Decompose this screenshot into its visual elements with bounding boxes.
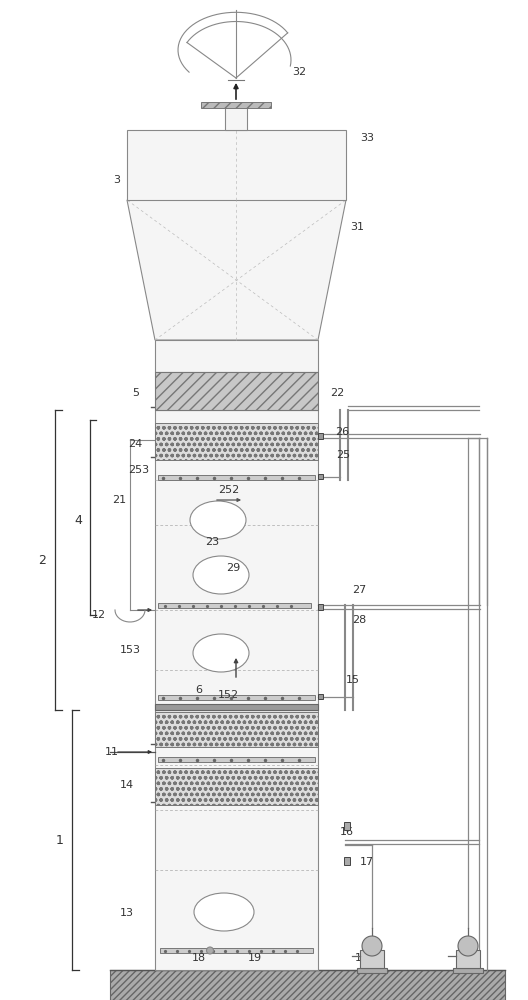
Text: 19: 19 xyxy=(248,953,262,963)
Bar xyxy=(155,372,318,410)
Ellipse shape xyxy=(190,501,246,539)
Text: 26: 26 xyxy=(335,427,349,437)
Polygon shape xyxy=(127,200,346,340)
Text: 4: 4 xyxy=(74,514,82,526)
Bar xyxy=(155,340,318,372)
Text: 14: 14 xyxy=(120,780,134,790)
Text: 24: 24 xyxy=(128,439,142,449)
Text: 28: 28 xyxy=(352,615,366,625)
Text: 31: 31 xyxy=(350,222,364,232)
Bar xyxy=(201,102,271,108)
Text: 32: 32 xyxy=(292,67,306,77)
Text: 252: 252 xyxy=(218,485,239,495)
Bar xyxy=(155,712,318,747)
Text: 1: 1 xyxy=(56,834,64,846)
Text: 11: 11 xyxy=(105,747,119,757)
Bar xyxy=(318,433,323,439)
Text: 17: 17 xyxy=(360,857,374,867)
Text: 16: 16 xyxy=(340,827,354,837)
Circle shape xyxy=(362,936,382,956)
Text: 27: 27 xyxy=(352,585,366,595)
Ellipse shape xyxy=(193,634,249,672)
Bar xyxy=(158,475,315,480)
Text: 23: 23 xyxy=(205,537,219,547)
Bar xyxy=(160,948,313,953)
Bar xyxy=(155,768,318,805)
Bar xyxy=(155,704,318,710)
Text: 152: 152 xyxy=(218,690,239,700)
Text: 25: 25 xyxy=(336,450,350,460)
Bar xyxy=(110,970,505,1000)
Ellipse shape xyxy=(194,893,254,931)
Text: 22: 22 xyxy=(330,388,344,398)
Bar xyxy=(158,695,315,700)
Text: 3: 3 xyxy=(113,175,120,185)
Bar xyxy=(155,410,318,710)
Bar xyxy=(344,822,350,830)
Bar xyxy=(318,694,323,699)
Ellipse shape xyxy=(206,947,213,954)
Text: 13: 13 xyxy=(120,908,134,918)
Text: 5: 5 xyxy=(132,388,139,398)
Bar xyxy=(155,710,318,970)
Text: 151: 151 xyxy=(355,953,376,963)
Bar xyxy=(127,130,346,200)
Bar xyxy=(360,950,384,968)
Bar xyxy=(453,968,483,973)
Text: 251: 251 xyxy=(456,953,477,963)
Bar xyxy=(155,423,318,460)
Circle shape xyxy=(458,936,478,956)
Bar xyxy=(158,757,315,762)
Text: 18: 18 xyxy=(192,953,206,963)
Bar xyxy=(225,105,247,130)
Text: 15: 15 xyxy=(346,675,360,685)
Bar xyxy=(158,603,311,608)
Text: 21: 21 xyxy=(112,495,126,505)
Text: 6: 6 xyxy=(195,685,202,695)
Bar xyxy=(344,857,350,865)
Text: 29: 29 xyxy=(226,563,240,573)
Bar xyxy=(357,968,387,973)
Text: 2: 2 xyxy=(38,554,46,566)
Bar xyxy=(318,474,323,479)
Text: 153: 153 xyxy=(120,645,141,655)
Bar xyxy=(456,950,480,968)
Ellipse shape xyxy=(193,556,249,594)
Bar xyxy=(318,604,323,610)
Text: 253: 253 xyxy=(128,465,149,475)
Text: 12: 12 xyxy=(92,610,106,620)
Text: 33: 33 xyxy=(360,133,374,143)
